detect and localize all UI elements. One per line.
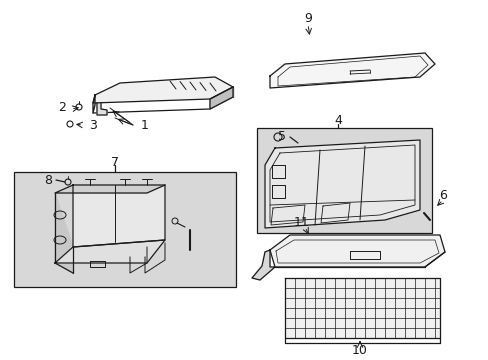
Text: 8: 8	[44, 174, 52, 186]
Polygon shape	[93, 77, 232, 103]
Polygon shape	[93, 95, 95, 113]
Polygon shape	[55, 240, 164, 263]
Polygon shape	[264, 140, 419, 228]
Text: 10: 10	[351, 343, 367, 356]
Text: 11: 11	[293, 216, 309, 229]
Polygon shape	[73, 185, 164, 247]
Text: 3: 3	[89, 118, 97, 131]
Polygon shape	[97, 103, 107, 115]
Polygon shape	[209, 87, 232, 109]
Polygon shape	[285, 278, 439, 338]
Text: 9: 9	[304, 12, 311, 24]
Bar	[257, 128, 431, 233]
Text: 1: 1	[141, 118, 149, 131]
Bar	[14, 172, 236, 287]
Polygon shape	[55, 185, 164, 193]
Text: 4: 4	[333, 113, 341, 126]
Polygon shape	[269, 235, 444, 267]
Polygon shape	[269, 53, 434, 88]
Text: 5: 5	[278, 130, 285, 143]
Text: 7: 7	[111, 156, 119, 168]
Polygon shape	[55, 193, 73, 273]
Text: 2: 2	[58, 100, 66, 113]
Polygon shape	[251, 250, 274, 280]
Text: 6: 6	[438, 189, 446, 202]
